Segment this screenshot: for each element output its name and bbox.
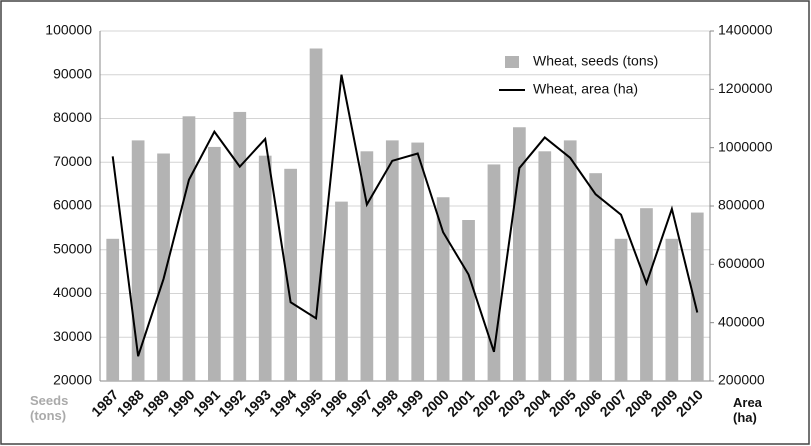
- bar: [538, 151, 552, 381]
- y2-tick-label: 1000000: [718, 138, 773, 154]
- bar: [690, 212, 704, 381]
- bar: [462, 220, 475, 381]
- line-series: [111, 74, 699, 357]
- y2-tick-label: 1200000: [718, 80, 773, 96]
- bar: [385, 140, 399, 381]
- y-tick-label: 80000: [53, 109, 92, 125]
- bar: [182, 116, 196, 381]
- y-tick-label: 100000: [45, 22, 92, 38]
- y-tick-label: 20000: [53, 372, 92, 388]
- y2-tick-label: 800000: [718, 197, 765, 213]
- bar: [284, 168, 297, 381]
- y-tick-label: 30000: [53, 328, 92, 344]
- bar: [640, 208, 653, 381]
- bar: [258, 155, 272, 381]
- bar: [436, 197, 450, 381]
- y-tick-label: 50000: [53, 240, 92, 256]
- bar: [157, 153, 170, 381]
- bar: [411, 142, 425, 381]
- y-tick-label: 90000: [53, 65, 92, 81]
- y2-axis-title: Area (ha): [733, 395, 762, 425]
- bar: [309, 48, 323, 381]
- bar: [360, 151, 374, 381]
- legend-label: Wheat, seeds (tons): [533, 53, 658, 69]
- bar: [665, 238, 679, 381]
- y-tick-label: 70000: [53, 153, 92, 169]
- bar: [513, 127, 526, 381]
- y2-tick-label: 600000: [718, 255, 765, 271]
- bar: [589, 173, 602, 381]
- y-tick-label: 60000: [53, 197, 92, 213]
- y-axis-title: Seeds (tons): [30, 393, 69, 423]
- bar: [208, 146, 221, 381]
- y2-tick-label: 1400000: [718, 22, 773, 38]
- legend-label: Wheat, area (ha): [533, 81, 638, 97]
- y2-tick-label: 200000: [718, 372, 765, 388]
- bar: [233, 111, 247, 381]
- legend-swatch: [505, 56, 519, 68]
- y-tick-label: 40000: [53, 284, 92, 300]
- bar: [614, 238, 628, 381]
- bar: [106, 238, 120, 381]
- bar: [335, 201, 348, 381]
- bar: [563, 140, 577, 381]
- y2-tick-label: 400000: [718, 313, 765, 329]
- bar: [131, 140, 145, 381]
